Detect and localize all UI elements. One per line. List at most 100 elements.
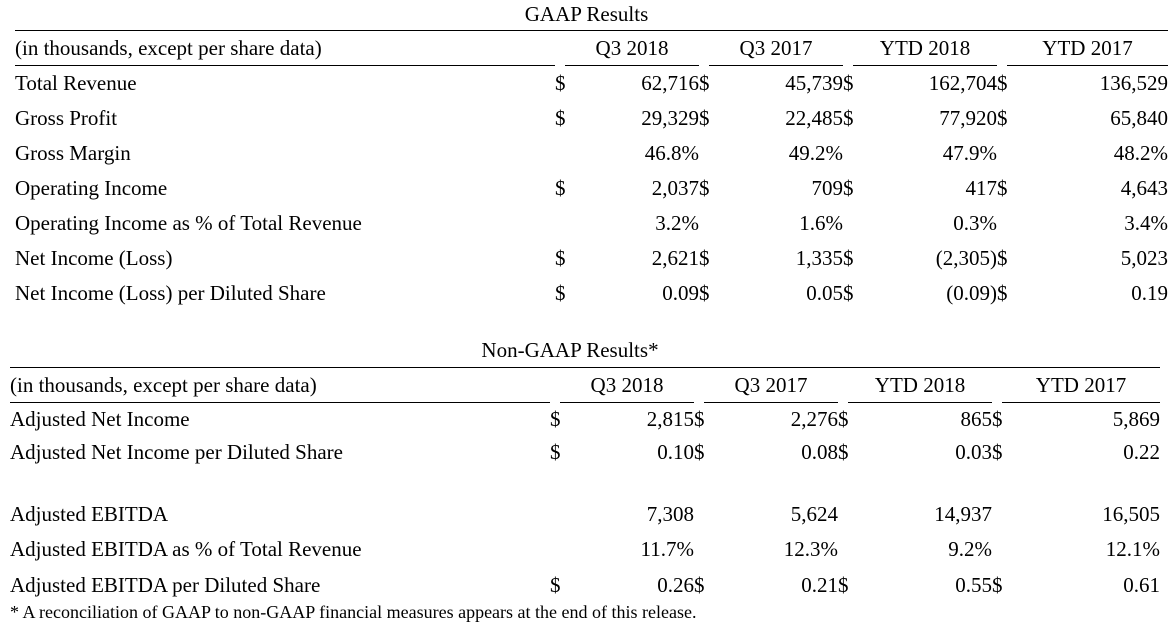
gaap-value-cell: 65,840 xyxy=(1110,106,1168,130)
gaap-table-row: Operating Income $2,037 $709 $417 $4,643 xyxy=(15,171,1168,206)
non-gaap-results-table: (in thousands, except per share data) Q3… xyxy=(10,367,1160,603)
non-gaap-currency-symbol xyxy=(838,531,848,567)
non-gaap-value-cell: 16,505 xyxy=(1102,502,1160,526)
non-gaap-table-row: Adjusted EBITDA per Diluted Share $0.26 $0… xyxy=(10,567,1160,603)
non-gaap-table-row: Adjusted EBITDA as % of Total Revenue 11.… xyxy=(10,531,1160,567)
non-gaap-value-cell: 0.55 xyxy=(955,572,992,597)
gaap-col-header: YTD 2017 xyxy=(1007,30,1168,66)
gaap-currency-symbol xyxy=(699,206,709,241)
non-gaap-value-cell: 2,815 xyxy=(646,407,694,431)
gaap-results-table-block: (in thousands, except per share data) Q3… xyxy=(15,30,1168,311)
gaap-currency-symbol xyxy=(555,136,565,171)
non-gaap-currency-symbol: $ xyxy=(550,572,561,597)
non-gaap-currency-symbol xyxy=(550,469,560,531)
gaap-col-header: Q3 2017 xyxy=(709,30,843,66)
non-gaap-value-cell: 11.7% xyxy=(640,536,694,561)
gaap-currency-symbol: $ xyxy=(997,176,1008,200)
gaap-value-cell: 0.3% xyxy=(953,211,997,235)
non-gaap-col-header: Q3 2018 xyxy=(560,367,694,403)
gaap-value-cell: 45,739 xyxy=(785,71,843,95)
non-gaap-currency-symbol xyxy=(694,469,704,531)
gaap-currency-symbol xyxy=(843,206,853,241)
non-gaap-currency-symbol: $ xyxy=(992,440,1003,464)
gaap-value-cell: 417 xyxy=(965,176,998,200)
non-gaap-currency-symbol xyxy=(838,469,848,531)
gaap-results-table: (in thousands, except per share data) Q3… xyxy=(15,30,1168,311)
gaap-table-row: Net Income (Loss) per Diluted Share $0.09… xyxy=(15,276,1168,311)
gaap-value-cell: 136,529 xyxy=(1099,71,1168,95)
gaap-value-cell: 1,335 xyxy=(795,246,843,270)
gaap-currency-symbol xyxy=(699,136,709,171)
non-gaap-currency-symbol xyxy=(550,531,560,567)
non-gaap-value-cell: 7,308 xyxy=(646,502,694,526)
non-gaap-value-cell: 865 xyxy=(960,407,993,431)
gaap-currency-symbol: $ xyxy=(699,176,710,200)
non-gaap-col-header: YTD 2017 xyxy=(1002,367,1160,403)
gaap-title: GAAP Results xyxy=(524,2,649,26)
gaap-value-cell: 5,023 xyxy=(1120,246,1168,270)
non-gaap-header-label: (in thousands, except per share data) xyxy=(10,367,550,403)
non-gaap-row-label: Adjusted Net Income xyxy=(10,407,190,431)
non-gaap-currency-symbol: $ xyxy=(838,406,849,431)
gaap-currency-symbol xyxy=(997,206,1007,241)
gaap-value-cell: (0.09) xyxy=(946,281,997,305)
non-gaap-value-cell: 0.61 xyxy=(1123,572,1160,597)
gaap-currency-symbol: $ xyxy=(555,281,566,305)
gaap-currency-symbol: $ xyxy=(997,281,1008,305)
non-gaap-table-body: Adjusted Net Income $2,815 $2,276 $865 $5,86… xyxy=(10,403,1160,604)
non-gaap-title: Non-GAAP Results* xyxy=(481,338,659,362)
non-gaap-currency-symbol: $ xyxy=(550,440,561,464)
gaap-col-header: YTD 2018 xyxy=(853,30,997,66)
non-gaap-col-header: Q3 2017 xyxy=(704,367,838,403)
gaap-value-cell: 77,920 xyxy=(939,106,997,130)
non-gaap-currency-symbol: $ xyxy=(694,440,705,464)
gaap-value-cell: 162,704 xyxy=(928,71,997,95)
gaap-value-cell: 48.2% xyxy=(1113,141,1168,165)
gaap-table-row: Gross Margin 46.8% 49.2% 47.9% 48.2% xyxy=(15,136,1168,171)
gaap-currency-symbol: $ xyxy=(843,106,854,130)
gaap-header-row: (in thousands, except per share data) Q3… xyxy=(15,30,1168,66)
non-gaap-value-cell: 0.08 xyxy=(801,440,838,464)
gaap-currency-symbol: $ xyxy=(997,106,1008,130)
gaap-header-label: (in thousands, except per share data) xyxy=(15,30,555,66)
non-gaap-value-cell: 0.26 xyxy=(657,572,694,597)
gaap-row-label: Net Income (Loss) xyxy=(15,246,173,270)
gaap-value-cell: 709 xyxy=(811,176,844,200)
gaap-currency-symbol: $ xyxy=(997,70,1008,95)
gaap-value-cell: 49.2% xyxy=(788,141,843,165)
gaap-value-cell: 0.19 xyxy=(1131,281,1168,305)
gaap-value-cell: 3.2% xyxy=(655,211,699,235)
gaap-currency-symbol xyxy=(555,206,565,241)
gaap-currency-symbol: $ xyxy=(699,70,710,95)
non-gaap-value-cell: 0.10 xyxy=(657,440,694,464)
gaap-col-header: Q3 2018 xyxy=(565,30,699,66)
non-gaap-value-cell: 12.1% xyxy=(1105,536,1160,561)
gaap-value-cell: 3.4% xyxy=(1124,211,1168,235)
non-gaap-currency-symbol: $ xyxy=(694,572,705,597)
gaap-row-label: Net Income (Loss) per Diluted Share xyxy=(15,281,326,305)
gaap-value-cell: 22,485 xyxy=(785,106,843,130)
gaap-currency-symbol: $ xyxy=(699,281,710,305)
gaap-currency-symbol: $ xyxy=(699,246,710,270)
gaap-value-cell: (2,305) xyxy=(935,246,997,270)
gaap-table-row: Total Revenue $62,716 $45,739 $162,704 $136,… xyxy=(15,66,1168,102)
non-gaap-currency-symbol xyxy=(694,531,704,567)
non-gaap-value-cell: 5,624 xyxy=(790,502,838,526)
non-gaap-row-label: Adjusted Net Income per Diluted Share xyxy=(10,440,343,464)
gaap-row-label: Gross Profit xyxy=(15,106,118,130)
non-gaap-row-label: Adjusted EBITDA as % of Total Revenue xyxy=(10,536,362,561)
non-gaap-table-row: Adjusted Net Income $2,815 $2,276 $865 $5,86… xyxy=(10,403,1160,437)
gaap-row-label: Operating Income as % of Total Revenue xyxy=(15,211,362,235)
non-gaap-currency-symbol: $ xyxy=(838,440,849,464)
gaap-value-cell: 47.9% xyxy=(942,141,997,165)
gaap-value-cell: 0.05 xyxy=(806,281,843,305)
gaap-table-row: Net Income (Loss) $2,621 $1,335 $ (2,305) $5,… xyxy=(15,241,1168,276)
gaap-table-row: Gross Profit $29,329 $22,485 $77,920 $65,840 xyxy=(15,101,1168,136)
gaap-currency-symbol: $ xyxy=(555,176,566,200)
gaap-currency-symbol: $ xyxy=(555,70,566,95)
gaap-currency-symbol: $ xyxy=(843,281,854,305)
gaap-table-body: Total Revenue $62,716 $45,739 $162,704 $136,… xyxy=(15,66,1168,312)
gaap-currency-symbol: $ xyxy=(843,176,854,200)
non-gaap-currency-symbol: $ xyxy=(838,572,849,597)
gaap-value-cell: 46.8% xyxy=(644,141,699,165)
